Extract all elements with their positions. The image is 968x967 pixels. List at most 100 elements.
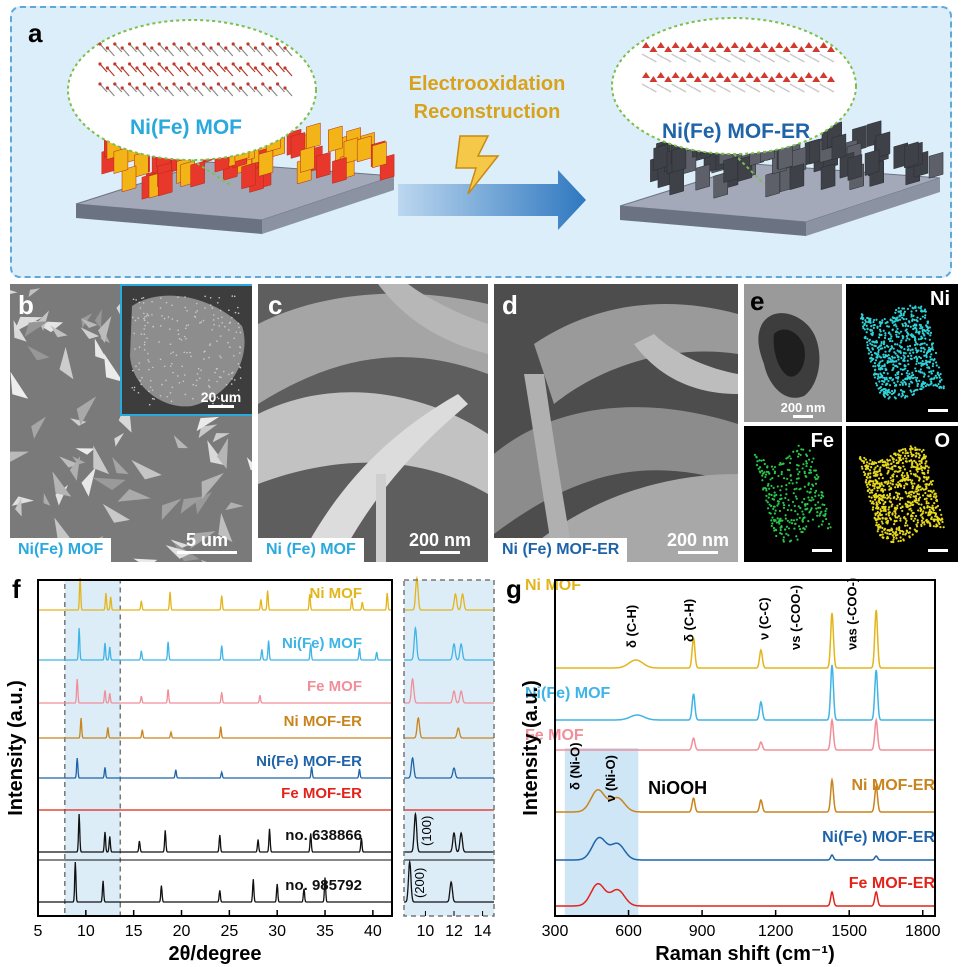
sem-inset: 20 um <box>120 284 252 416</box>
xrd-zoom-background <box>404 580 494 916</box>
panel-d-label: d <box>502 290 518 320</box>
eds-fe-label: Fe <box>810 430 834 452</box>
raman-series-label: Ni MOF-ER <box>851 777 935 794</box>
raman-series-label: Ni(Fe) MOF <box>525 685 611 702</box>
raman-x-tick-label: 300 <box>542 923 569 940</box>
raman-niooh-label: NiOOH <box>648 778 707 798</box>
reaction-label-line-1: Electrooxidation <box>408 73 566 95</box>
eds-o-label: O <box>934 430 950 452</box>
eds-o-dots <box>858 445 945 544</box>
xrd-zoom-series-line <box>404 716 494 739</box>
mof-structure-left <box>67 19 317 187</box>
xrd-zoom-tick-label: 10 <box>417 923 435 940</box>
raman-series-line <box>555 777 935 813</box>
raman-series-label: Ni MOF <box>525 577 581 594</box>
xrd-series-label: no. 985792 <box>285 877 362 894</box>
raman-x-axis-label: Raman shift (cm⁻¹) <box>655 943 834 965</box>
panel-e-scale-bar: 200 nm <box>768 400 838 418</box>
raman-x-tick-label: 900 <box>689 923 716 940</box>
panel-e-scale-text: 200 nm <box>780 400 826 415</box>
panel-b-caption: Ni(Fe) MOF <box>10 538 112 562</box>
xrd-series-label: Ni MOF <box>310 585 363 602</box>
eds-ni-dots <box>859 304 945 400</box>
panel-d-scale-text: 200 nm <box>666 530 730 550</box>
xrd-x-tick-label: 15 <box>125 923 143 940</box>
panel-b-scale-text: 5 um <box>185 530 228 550</box>
sem-texture-d <box>494 284 738 562</box>
ni-fe-mof-title: Ni(Fe) MOF <box>130 116 242 139</box>
eds-map-fe: Fe <box>744 426 842 562</box>
raman-band-label: ν (C-C) <box>756 597 771 640</box>
xrd-x-axis-label: 2θ/degree <box>168 943 261 965</box>
raman-band-label: νas (-COO-) <box>845 578 860 650</box>
xrd-series-line <box>38 627 392 661</box>
xrd-axes-frame <box>37 579 393 917</box>
panel-d-caption: Ni (Fe) MOF-ER <box>494 538 628 562</box>
panel-c-scale-bar: 200 nm <box>400 530 480 554</box>
panel-f-label: f <box>12 574 21 604</box>
xrd-zoom-tick-label: 14 <box>474 923 492 940</box>
xrd-series-line <box>38 861 392 903</box>
xrd-zoom-series-line <box>404 677 494 704</box>
xrd-series-line <box>38 577 392 611</box>
mof-er-substrate-right <box>619 120 944 236</box>
panel-b-sem: 20 um b Ni(Fe) MOF 5 um <box>10 284 252 562</box>
mof-er-structure-right <box>611 17 857 185</box>
xrd-series-label: no. 638866 <box>285 827 362 844</box>
ni-fe-mof-er-title: Ni(Fe) MOF-ER <box>662 120 811 143</box>
sem-inset-texture <box>122 286 252 414</box>
raman-niooh-region <box>564 748 639 916</box>
xrd-zoom-tick-label: 12 <box>445 923 463 940</box>
panel-d-sem: d Ni (Fe) MOF-ER 200 nm <box>494 284 738 562</box>
raman-band-label: νs (-COO-) <box>788 585 803 650</box>
inset-scale-bar: 20 um <box>196 389 246 408</box>
tem-image <box>758 313 820 398</box>
xrd-series-label: Ni(Fe) MOF-ER <box>256 753 362 770</box>
raman-x-tick-label: 600 <box>615 923 642 940</box>
xrd-x-tick-label: 10 <box>77 923 95 940</box>
eds-fe-dots <box>753 444 832 543</box>
xrd-peak-label-200: (200) <box>412 868 427 898</box>
panel-c-scale-text: 200 nm <box>408 530 472 550</box>
xrd-series-label: Fe MOF <box>307 678 362 695</box>
raman-series-label: Fe MOF-ER <box>849 875 936 892</box>
inset-scale-text: 20 um <box>200 389 242 405</box>
raman-x-tick-label: 1800 <box>905 923 941 940</box>
xrd-zoom-series-line <box>404 859 494 903</box>
xrd-zoom-frame <box>403 579 495 917</box>
raman-band-label: δ (Ni-O) <box>568 742 583 790</box>
xrd-highlight-region <box>64 580 121 916</box>
eds-ni-label: Ni <box>930 288 950 310</box>
xrd-x-tick-label: 25 <box>220 923 238 940</box>
xrd-x-tick-label: 30 <box>268 923 286 940</box>
panel-b-scale-bar: 5 um <box>172 530 242 554</box>
xrd-series-label: Fe MOF-ER <box>281 785 362 802</box>
raman-series-line <box>555 664 935 721</box>
xrd-x-tick-label: 5 <box>34 923 43 940</box>
xrd-x-tick-label: 40 <box>364 923 382 940</box>
xrd-zoom-series-line <box>404 811 494 853</box>
reaction-label: Electrooxidation Reconstruction <box>392 70 582 126</box>
raman-series-line <box>555 836 935 861</box>
raman-x-tick-label: 1500 <box>831 923 867 940</box>
raman-series-line <box>555 717 935 751</box>
panel-a: a Ni(Fe) MOF Ni(Fe) MOF-ER Electrooxidat… <box>10 6 952 278</box>
raman-series-line <box>555 609 935 669</box>
lightning-icon <box>455 135 500 195</box>
transformation-arrow <box>398 170 586 230</box>
raman-series-label: Ni(Fe) MOF-ER <box>822 829 935 846</box>
panel-c-label: c <box>268 290 283 320</box>
panel-b-label: b <box>18 290 34 320</box>
eds-map-o: O <box>846 426 958 562</box>
xrd-zoom-series-line <box>404 575 494 611</box>
panel-a-label: a <box>28 18 43 48</box>
xrd-peak-label-100: (100) <box>419 816 434 846</box>
panel-d-scale-bar: 200 nm <box>658 530 738 554</box>
raman-band-label: δ (C-H) <box>624 605 639 648</box>
xrd-series-line <box>38 717 392 739</box>
raman-y-axis-label: Intensity (a.u.) <box>520 680 542 816</box>
panel-e-tem: e 200 nm <box>744 284 842 422</box>
panel-e-label: e <box>750 286 765 316</box>
panel-a-illustration <box>67 17 944 236</box>
